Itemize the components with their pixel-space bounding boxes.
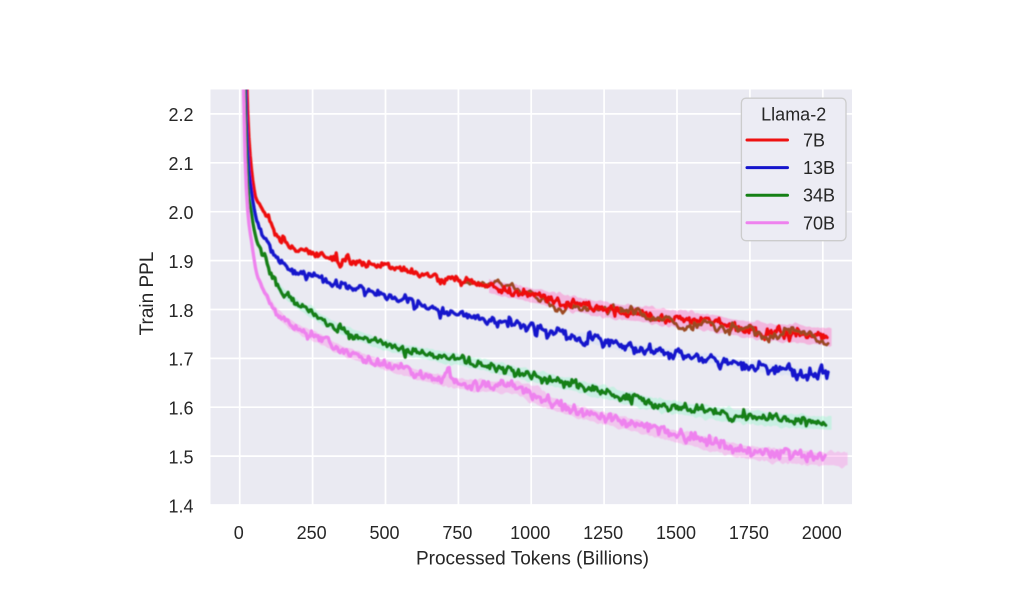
svg-text:1000: 1000 — [510, 523, 550, 543]
svg-text:2.1: 2.1 — [168, 154, 193, 174]
svg-text:2.2: 2.2 — [168, 105, 193, 125]
svg-text:750: 750 — [442, 523, 472, 543]
svg-text:1.9: 1.9 — [168, 252, 193, 272]
svg-text:2.0: 2.0 — [168, 203, 193, 223]
svg-text:1500: 1500 — [656, 523, 696, 543]
svg-text:500: 500 — [369, 523, 399, 543]
svg-text:250: 250 — [297, 523, 327, 543]
svg-text:0: 0 — [234, 523, 244, 543]
svg-text:1750: 1750 — [729, 523, 769, 543]
svg-text:13B: 13B — [803, 158, 835, 178]
svg-text:34B: 34B — [803, 186, 835, 206]
svg-text:1.7: 1.7 — [168, 350, 193, 370]
svg-text:1.4: 1.4 — [168, 496, 193, 516]
svg-text:2000: 2000 — [802, 523, 842, 543]
svg-text:1.8: 1.8 — [168, 301, 193, 321]
svg-text:Llama-2: Llama-2 — [761, 105, 826, 125]
svg-text:Train PPL: Train PPL — [137, 252, 158, 336]
svg-text:1.5: 1.5 — [168, 447, 193, 467]
svg-text:Processed Tokens (Billions): Processed Tokens (Billions) — [416, 549, 649, 570]
svg-text:70B: 70B — [803, 213, 835, 233]
svg-text:1.6: 1.6 — [168, 399, 193, 419]
svg-text:1250: 1250 — [583, 523, 623, 543]
svg-text:7B: 7B — [803, 131, 825, 151]
